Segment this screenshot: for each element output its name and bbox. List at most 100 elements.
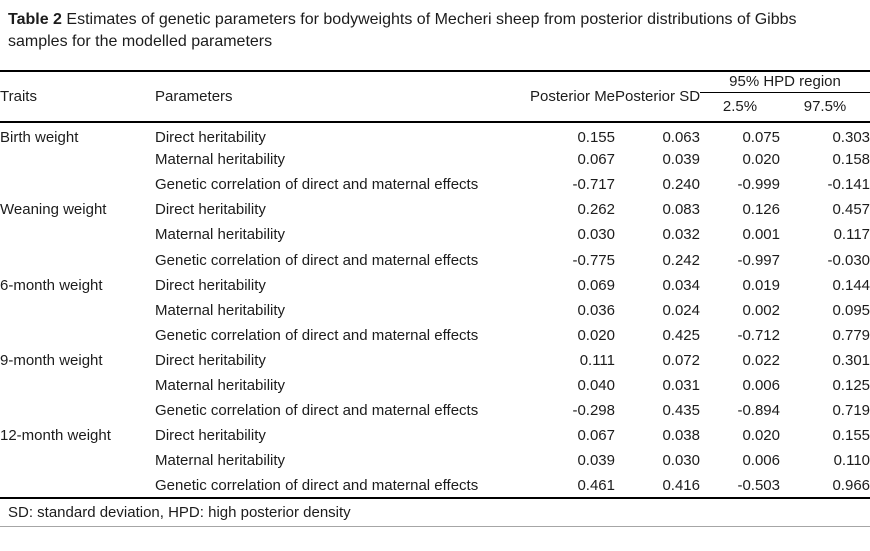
hpd-low-cell: 0.006	[742, 376, 780, 394]
parameter-cell: Maternal heritability	[155, 226, 286, 244]
parameter-cell: Genetic correlation of direct and matern…	[155, 176, 479, 194]
parameter-cell: Genetic correlation of direct and matern…	[155, 326, 479, 344]
table-header: Traits Parameters Posterior Mean Posteri…	[0, 71, 870, 122]
posterior-mean-cell: 0.069	[577, 276, 615, 294]
column-header-traits: Traits	[0, 88, 37, 105]
posterior-mean-cell: 0.040	[577, 376, 615, 394]
posterior-mean-cell: 0.036	[577, 301, 615, 319]
posterior-mean-cell: 0.111	[579, 351, 615, 369]
table-row: Genetic correlation of direct and matern…	[0, 247, 870, 272]
table-caption-text: Estimates of genetic parameters for body…	[8, 11, 797, 50]
hpd-low-cell: -0.999	[737, 176, 780, 194]
table-row: Weaning weight Direct heritability 0.262…	[0, 197, 870, 222]
hpd-high-cell: 0.125	[832, 376, 870, 394]
hpd-high-cell: 0.301	[832, 351, 870, 369]
trait-cell	[0, 298, 155, 323]
table-row: 9-month weight Direct heritability 0.111…	[0, 348, 870, 373]
table-row: Maternal heritability 0.030 0.032 0.001 …	[0, 222, 870, 247]
hpd-low-cell: -0.997	[737, 251, 780, 269]
bottom-rule	[0, 526, 870, 528]
table-row: 6-month weight Direct heritability 0.069…	[0, 273, 870, 298]
posterior-sd-cell: 0.425	[662, 326, 700, 344]
trait-cell: 6-month weight	[0, 276, 103, 294]
table-row: 12-month weight Direct heritability 0.06…	[0, 423, 870, 448]
posterior-sd-cell: 0.034	[662, 276, 700, 294]
parameter-cell: Genetic correlation of direct and matern…	[155, 402, 479, 420]
hpd-high-cell: 0.966	[832, 476, 870, 494]
posterior-sd-cell: 0.031	[662, 376, 700, 394]
hpd-high-cell: -0.141	[827, 176, 870, 194]
trait-cell: 12-month weight	[0, 427, 111, 445]
posterior-sd-cell: 0.024	[662, 301, 700, 319]
parameter-cell: Maternal heritability	[155, 452, 286, 470]
hpd-high-cell: 0.779	[832, 326, 870, 344]
table-row: Maternal heritability 0.067 0.039 0.020 …	[0, 147, 870, 172]
hpd-high-cell: 0.095	[832, 301, 870, 319]
trait-cell	[0, 247, 155, 272]
hpd-high-cell: 0.117	[833, 226, 870, 244]
posterior-sd-cell: 0.435	[662, 402, 700, 420]
table-caption-label: Table 2	[8, 11, 62, 28]
hpd-high-cell: 0.155	[832, 427, 870, 445]
trait-cell: 9-month weight	[0, 351, 103, 369]
table-row: Maternal heritability 0.036 0.024 0.002 …	[0, 298, 870, 323]
column-header-posterior-mean: Posterior Mean	[530, 88, 615, 105]
trait-cell	[0, 448, 155, 473]
posterior-sd-cell: 0.072	[662, 351, 700, 369]
hpd-high-cell: 0.110	[833, 452, 870, 470]
parameter-cell: Maternal heritability	[155, 151, 286, 169]
genetic-parameters-table: Traits Parameters Posterior Mean Posteri…	[0, 70, 870, 500]
hpd-low-cell: 0.020	[742, 151, 780, 169]
column-header-parameters: Parameters	[155, 88, 233, 105]
table-row: Genetic correlation of direct and matern…	[0, 398, 870, 423]
hpd-high-cell: 0.719	[832, 402, 870, 420]
parameter-cell: Direct heritability	[155, 427, 266, 445]
hpd-high-cell: -0.030	[827, 251, 870, 269]
hpd-high-cell: 0.158	[832, 151, 870, 169]
column-header-hpd-region: 95% HPD region	[700, 71, 870, 93]
hpd-low-cell: 0.075	[742, 129, 780, 147]
parameter-cell: Genetic correlation of direct and matern…	[155, 251, 479, 269]
posterior-mean-cell: -0.717	[572, 176, 615, 194]
hpd-low-cell: 0.019	[742, 276, 780, 294]
hpd-low-cell: -0.894	[737, 402, 780, 420]
trait-cell	[0, 398, 155, 423]
table-caption: Table 2 Estimates of genetic parameters …	[8, 9, 818, 53]
posterior-sd-cell: 0.032	[662, 226, 700, 244]
posterior-mean-cell: 0.020	[577, 326, 615, 344]
table-row: Birth weight Direct heritability 0.155 0…	[0, 122, 870, 147]
trait-cell	[0, 147, 155, 172]
posterior-mean-cell: 0.039	[577, 452, 615, 470]
posterior-sd-cell: 0.083	[662, 201, 700, 219]
trait-cell	[0, 373, 155, 398]
parameter-cell: Maternal heritability	[155, 376, 286, 394]
table-row: Genetic correlation of direct and matern…	[0, 172, 870, 197]
posterior-sd-cell: 0.038	[662, 427, 700, 445]
parameter-cell: Direct heritability	[155, 276, 266, 294]
hpd-low-cell: 0.022	[742, 351, 780, 369]
table-row: Genetic correlation of direct and matern…	[0, 473, 870, 498]
footnote: SD: standard deviation, HPD: high poster…	[8, 504, 351, 522]
trait-cell	[0, 222, 155, 247]
parameter-cell: Direct heritability	[155, 201, 266, 219]
posterior-sd-cell: 0.240	[662, 176, 700, 194]
trait-cell	[0, 323, 155, 348]
posterior-mean-cell: 0.155	[577, 129, 615, 147]
hpd-low-cell: 0.006	[742, 452, 780, 470]
posterior-sd-cell: 0.030	[662, 452, 700, 470]
hpd-low-cell: 0.002	[742, 301, 780, 319]
parameter-cell: Maternal heritability	[155, 301, 286, 319]
posterior-mean-cell: -0.775	[572, 251, 615, 269]
parameter-cell: Genetic correlation of direct and matern…	[155, 476, 479, 494]
posterior-mean-cell: 0.067	[577, 151, 615, 169]
hpd-low-cell: 0.126	[742, 201, 780, 219]
posterior-sd-cell: 0.416	[662, 476, 700, 494]
trait-cell	[0, 473, 155, 498]
posterior-sd-cell: 0.039	[662, 151, 700, 169]
posterior-sd-cell: 0.242	[662, 251, 700, 269]
parameter-cell: Direct heritability	[155, 351, 266, 369]
posterior-sd-cell: 0.063	[662, 129, 700, 147]
hpd-high-cell: 0.457	[832, 201, 870, 219]
posterior-mean-cell: 0.461	[577, 476, 615, 494]
hpd-high-cell: 0.303	[832, 129, 870, 147]
